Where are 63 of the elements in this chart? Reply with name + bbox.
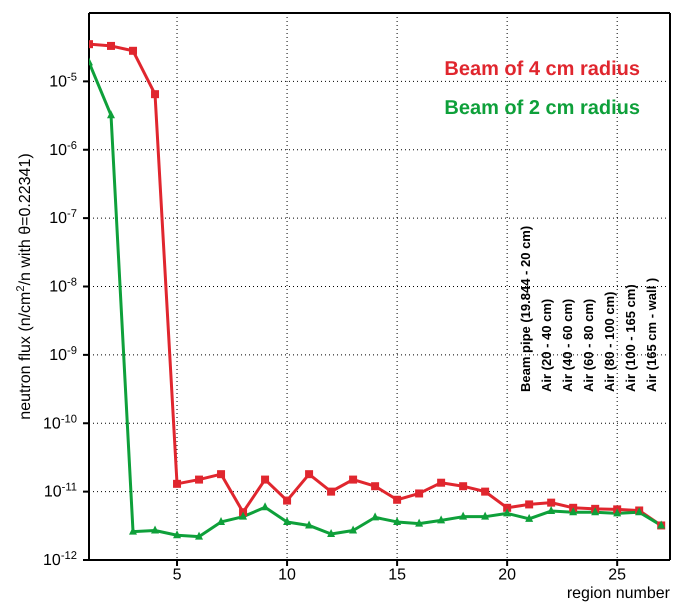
y-tick-label: 10$^{-7}$ (49, 208, 77, 228)
point (547, 498, 556, 507)
point (239, 512, 248, 520)
point (305, 470, 314, 478)
y-tick-label: 10$^{-5}$ (49, 71, 77, 90)
point (327, 488, 336, 496)
point (217, 516, 226, 525)
x-tick-label: 10 (278, 566, 296, 584)
point (371, 482, 380, 490)
point (217, 470, 226, 478)
point (459, 512, 468, 520)
point (415, 489, 424, 498)
y-tick-label: 10$^{-12}$ (43, 550, 77, 569)
point (393, 516, 402, 525)
x-axis-title: region number (566, 585, 671, 602)
point (569, 507, 578, 516)
point (525, 514, 534, 522)
point (437, 478, 446, 487)
point (415, 518, 424, 527)
point (525, 500, 534, 508)
point (459, 482, 468, 490)
point (195, 476, 204, 484)
y-tick-label: 10$^{-11}$ (44, 482, 77, 501)
point (305, 520, 314, 528)
point (327, 529, 336, 538)
annotation: Beam pipe (19.844 - 20 cm) (518, 226, 533, 392)
x-tick-label: 20 (498, 566, 516, 584)
annotation: Air (100 - 165 cm) (623, 284, 638, 392)
y-tick-label: 10$^{-8}$ (49, 276, 77, 296)
point (591, 507, 600, 516)
point (195, 532, 204, 540)
x-tick-label: 15 (388, 566, 406, 584)
point (547, 506, 556, 514)
point (481, 488, 490, 496)
point (129, 46, 138, 55)
point (393, 496, 402, 504)
point (107, 42, 116, 50)
point (349, 526, 358, 534)
annotation: Air (60 - 80 cm) (581, 298, 596, 392)
text: Beam of 4 cm radius (444, 58, 640, 80)
point (283, 516, 292, 525)
point (613, 508, 622, 516)
annotation: Air (40 - 60 cm) (560, 298, 575, 392)
x-tick-label: 25 (608, 566, 626, 584)
annotation: Air (80 - 100 cm) (602, 292, 617, 392)
x-tick-label: 5 (172, 566, 182, 584)
point (283, 496, 292, 505)
point (437, 515, 446, 524)
y-tick-label: 10$^{-6}$ (49, 140, 77, 159)
point (349, 476, 358, 484)
point (503, 508, 512, 516)
point (151, 90, 160, 98)
y-tick-label: 10$^{-10}$ (43, 413, 77, 432)
point (261, 476, 270, 484)
point (173, 480, 182, 488)
point (151, 526, 160, 534)
text: Beam of 2 cm radius (444, 97, 640, 119)
annotation: Air (20 - 40 cm) (539, 298, 554, 392)
y-tick-label: 10$^{-9}$ (49, 344, 77, 364)
annotation: Air (165 cm - wall ) (644, 278, 659, 392)
point (481, 512, 490, 520)
point (107, 110, 116, 118)
point (173, 530, 182, 538)
